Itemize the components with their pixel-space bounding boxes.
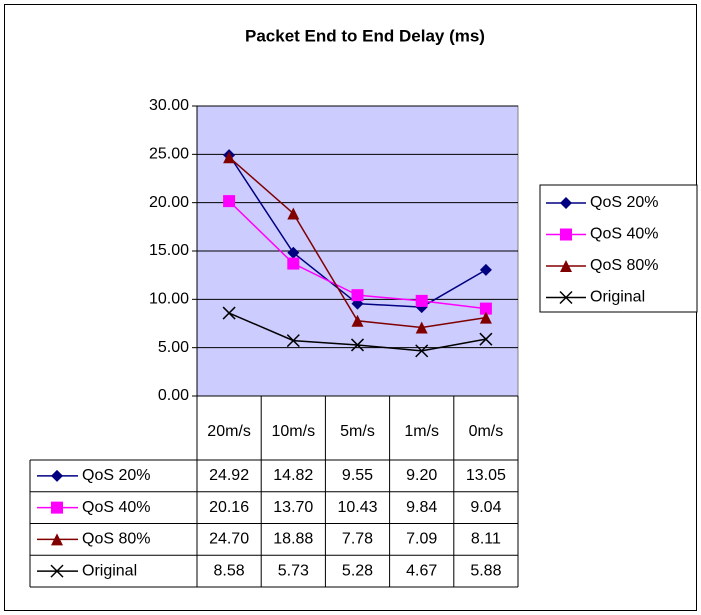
marker xyxy=(223,195,236,208)
marker xyxy=(51,469,63,482)
x-tick-label: 1m/s xyxy=(404,423,439,440)
table-cell: 7.09 xyxy=(406,531,437,548)
table-cell: 9.04 xyxy=(470,499,501,516)
chart-title: Packet End to End Delay (ms) xyxy=(245,26,485,45)
marker xyxy=(479,302,492,315)
table-cell: 4.67 xyxy=(406,562,437,579)
table-cell: 24.70 xyxy=(209,531,249,548)
legend-label: QoS 40% xyxy=(590,226,658,243)
marker xyxy=(479,332,493,346)
table-cell: 14.82 xyxy=(273,467,313,484)
legend-label: QoS 80% xyxy=(590,257,658,274)
table-cell: 9.84 xyxy=(406,499,437,516)
table-cell: 24.92 xyxy=(209,467,249,484)
table-cell: 18.88 xyxy=(273,531,313,548)
marker xyxy=(286,334,300,348)
y-tick-label: 10.00 xyxy=(149,291,189,308)
marker xyxy=(287,207,300,220)
table-cell: 5.73 xyxy=(278,562,309,579)
y-tick-label: 20.00 xyxy=(149,194,189,211)
marker xyxy=(287,246,300,259)
table-cell: 8.11 xyxy=(471,531,501,548)
marker xyxy=(222,306,236,320)
table-series-name: QoS 40% xyxy=(82,499,150,516)
table-series-name: QoS 80% xyxy=(82,531,150,548)
marker xyxy=(415,321,428,334)
table-cell: 7.78 xyxy=(342,531,373,548)
table-cell: 20.16 xyxy=(209,499,249,516)
marker xyxy=(560,260,572,272)
legend-label: QoS 20% xyxy=(590,194,658,211)
y-tick-label: 5.00 xyxy=(158,339,189,356)
marker xyxy=(50,564,64,578)
y-tick-label: 0.00 xyxy=(158,387,189,404)
marker xyxy=(51,533,63,546)
x-tick-label: 0m/s xyxy=(469,423,504,440)
table-cell: 8.58 xyxy=(214,562,245,579)
table-cell: 5.88 xyxy=(470,562,501,579)
legend-label: Original xyxy=(590,289,645,306)
table-cell: 13.05 xyxy=(466,467,506,484)
marker xyxy=(287,257,300,270)
table-cell: 5.28 xyxy=(342,562,373,579)
table-cell: 9.20 xyxy=(406,467,437,484)
marker xyxy=(223,151,236,164)
marker xyxy=(560,228,572,241)
marker xyxy=(479,263,492,276)
marker xyxy=(559,290,573,305)
marker xyxy=(350,338,365,352)
marker xyxy=(51,501,63,514)
x-tick-label: 10m/s xyxy=(272,423,316,440)
x-tick-label: 5m/s xyxy=(340,423,375,440)
marker xyxy=(560,197,572,209)
table-cell: 10.43 xyxy=(337,499,377,516)
y-tick-label: 30.00 xyxy=(149,97,189,114)
marker xyxy=(415,344,429,358)
x-tick-label: 20m/s xyxy=(207,423,251,440)
table-series-name: QoS 20% xyxy=(82,467,150,484)
marker xyxy=(415,294,428,307)
table-cell: 9.55 xyxy=(342,467,373,484)
table-cell: 13.70 xyxy=(273,499,313,516)
marker xyxy=(351,314,364,327)
marker xyxy=(351,289,364,302)
marker xyxy=(479,311,492,324)
y-tick-label: 25.00 xyxy=(149,146,189,163)
table-series-name: Original xyxy=(82,562,137,579)
y-tick-label: 15.00 xyxy=(149,242,189,259)
